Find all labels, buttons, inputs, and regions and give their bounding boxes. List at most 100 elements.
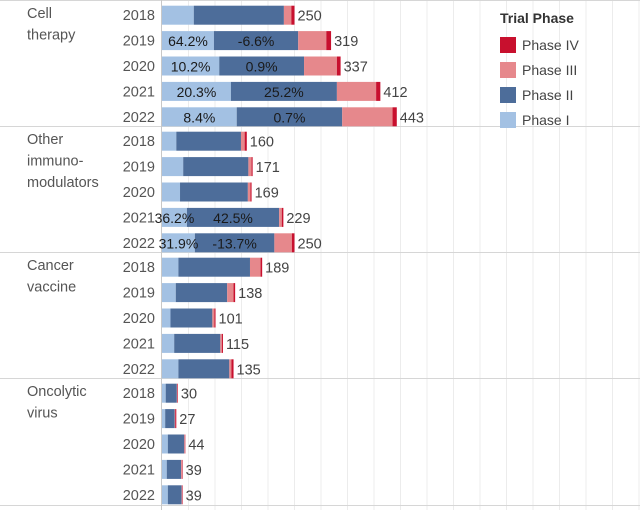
total-label: 171 [256, 160, 280, 176]
bar-segment-phase-iii [240, 131, 245, 151]
bar-segment-phase-iv [175, 409, 177, 429]
bar-segment-phase-i [162, 409, 166, 429]
bar-segment-phase-ii [175, 283, 228, 303]
year-label-2019: 2019 [123, 286, 155, 302]
bar-segment-phase-i [162, 383, 166, 403]
bar-segment-phase-iii [181, 459, 183, 479]
bar-segment-phase-i [162, 233, 195, 253]
bar-segment-phase-iii [298, 31, 327, 51]
bar-segment-phase-iii [176, 383, 178, 403]
bar-segment-phase-i [162, 157, 184, 177]
year-label-2019: 2019 [123, 34, 155, 50]
legend-title: Trial Phase [500, 10, 574, 26]
bar-segment-phase-i [162, 283, 176, 303]
bar-segment-phase-iv [336, 56, 341, 76]
bar-segment-phase-i [162, 333, 175, 353]
bar-segment-phase-ii [193, 5, 284, 25]
legend-item-phase-iii[interactable]: Phase III [500, 57, 630, 82]
bar-segment-phase-iii [304, 56, 337, 76]
bar-segment-phase-iv [250, 182, 252, 202]
bar-segment-phase-iv [231, 359, 234, 379]
bar-segment-phase-iii [279, 207, 282, 227]
group-label-cancer-vaccine: vaccine [27, 280, 76, 296]
year-label-2021: 2021 [123, 462, 155, 478]
legend-swatch-phase-i [500, 111, 516, 128]
bar-segment-phase-ii [167, 485, 182, 505]
total-label: 189 [265, 261, 289, 277]
bar-segment-phase-i [162, 359, 179, 379]
segment-change-label: 8.4% [183, 109, 215, 125]
legend-item-phase-ii[interactable]: Phase II [500, 82, 630, 107]
total-label: 319 [334, 34, 358, 50]
bar-segment-phase-i [162, 56, 220, 76]
segment-change-label: 0.9% [246, 59, 278, 75]
bar-segment-phase-i [162, 182, 181, 202]
year-label-2020: 2020 [123, 185, 155, 201]
bar-segment-phase-iv [184, 434, 186, 454]
total-label: 250 [298, 236, 322, 252]
bar-segment-phase-i [162, 131, 177, 151]
bar-segment-phase-i [162, 257, 179, 277]
year-label-2020: 2020 [123, 59, 155, 75]
total-label: 412 [383, 85, 407, 101]
bar-segment-phase-i [162, 459, 167, 479]
legend-label-phase-iii: Phase III [522, 61, 578, 78]
legend-swatch-phase-iv [500, 36, 516, 53]
total-label: 39 [186, 463, 202, 479]
year-label-2021: 2021 [123, 210, 155, 226]
bar-segment-phase-iii [227, 283, 234, 303]
bar-segment-phase-iii [274, 233, 292, 253]
year-label-2022: 2022 [123, 110, 155, 126]
bar-segment-phase-ii [178, 257, 250, 277]
bar-segment-phase-ii [176, 131, 241, 151]
bar-segment-phase-ii [166, 459, 182, 479]
legend-label-phase-iv: Phase IV [522, 36, 579, 53]
legend: Trial Phase Phase IV Phase III Phase II … [500, 10, 630, 132]
segment-change-label: 42.5% [213, 210, 253, 226]
segment-change-label: 10.2% [171, 59, 211, 75]
bar-segment-phase-i [162, 308, 171, 328]
year-label-2018: 2018 [123, 134, 155, 150]
total-label: 115 [226, 337, 249, 353]
year-label-2020: 2020 [123, 437, 155, 453]
bar-segment-phase-iv [326, 31, 332, 51]
legend-label-phase-ii: Phase II [522, 86, 574, 103]
bar-segment-phase-iv [392, 107, 397, 127]
total-label: 101 [219, 312, 243, 328]
legend-item-phase-iv[interactable]: Phase IV [500, 32, 630, 57]
bar-segment-phase-iii [174, 409, 176, 429]
total-label: 39 [186, 488, 202, 504]
legend-item-phase-i[interactable]: Phase I [500, 107, 630, 132]
year-label-2021: 2021 [123, 84, 155, 100]
bar-segment-phase-i [162, 485, 168, 505]
bar-segment-phase-i [162, 107, 237, 127]
bar-segment-phase-iii [249, 257, 261, 277]
bar-segment-phase-iv [182, 485, 183, 505]
bar-segment-phase-ii [213, 31, 299, 51]
bar-segment-phase-iii [212, 308, 215, 328]
bar-segment-phase-iv [251, 157, 253, 177]
bar-segment-phase-iii [248, 157, 252, 177]
bar-segment-phase-iii [247, 182, 251, 202]
bar-segment-phase-iii [283, 5, 292, 25]
total-label: 44 [188, 438, 204, 454]
bar-segment-phase-iii [184, 434, 185, 454]
bar-segment-phase-ii [174, 333, 221, 353]
legend-label-phase-i: Phase I [522, 111, 570, 128]
bar-segment-phase-ii [230, 81, 337, 101]
bar-segment-phase-iii [181, 485, 183, 505]
bar-segment-phase-ii [186, 207, 280, 227]
year-label-2022: 2022 [123, 488, 155, 504]
bar-segment-phase-iv [260, 257, 263, 277]
total-label: 27 [179, 412, 195, 428]
year-label-2018: 2018 [123, 8, 155, 24]
group-label-other-immuno-modulators: immuno- [27, 154, 84, 170]
bar-segment-phase-iv [177, 383, 178, 403]
total-label: 250 [298, 9, 322, 25]
group-label-oncolytic-virus: virus [27, 406, 58, 422]
year-label-2018: 2018 [123, 386, 155, 402]
bar-segment-phase-ii [236, 107, 343, 127]
segment-change-label: 36.2% [155, 210, 195, 226]
bar-segment-phase-ii [170, 308, 213, 328]
